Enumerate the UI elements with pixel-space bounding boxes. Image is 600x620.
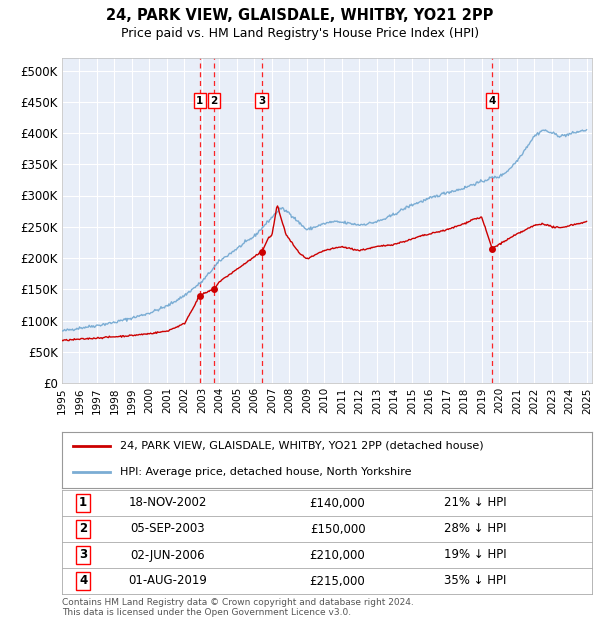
Text: 1: 1: [196, 95, 203, 105]
Text: £215,000: £215,000: [310, 575, 365, 588]
Text: 02-JUN-2006: 02-JUN-2006: [131, 549, 205, 562]
Text: Price paid vs. HM Land Registry's House Price Index (HPI): Price paid vs. HM Land Registry's House …: [121, 27, 479, 40]
Text: 4: 4: [79, 575, 88, 588]
Text: 05-SEP-2003: 05-SEP-2003: [131, 523, 205, 536]
Text: 24, PARK VIEW, GLAISDALE, WHITBY, YO21 2PP: 24, PARK VIEW, GLAISDALE, WHITBY, YO21 2…: [106, 8, 494, 23]
Text: 18-NOV-2002: 18-NOV-2002: [129, 497, 207, 510]
Text: 01-AUG-2019: 01-AUG-2019: [128, 575, 208, 588]
Text: 2: 2: [210, 95, 217, 105]
Text: 21% ↓ HPI: 21% ↓ HPI: [444, 497, 507, 510]
Text: 35% ↓ HPI: 35% ↓ HPI: [444, 575, 506, 588]
Text: 3: 3: [79, 549, 87, 562]
Text: HPI: Average price, detached house, North Yorkshire: HPI: Average price, detached house, Nort…: [120, 467, 412, 477]
Text: £210,000: £210,000: [310, 549, 365, 562]
Text: 4: 4: [488, 95, 496, 105]
Text: £140,000: £140,000: [310, 497, 365, 510]
Text: Contains HM Land Registry data © Crown copyright and database right 2024.
This d: Contains HM Land Registry data © Crown c…: [62, 598, 414, 618]
Text: 3: 3: [258, 95, 265, 105]
Text: 28% ↓ HPI: 28% ↓ HPI: [444, 523, 506, 536]
Text: 2: 2: [79, 523, 87, 536]
Text: 1: 1: [79, 497, 87, 510]
Text: 24, PARK VIEW, GLAISDALE, WHITBY, YO21 2PP (detached house): 24, PARK VIEW, GLAISDALE, WHITBY, YO21 2…: [120, 441, 484, 451]
Text: 19% ↓ HPI: 19% ↓ HPI: [444, 549, 507, 562]
Text: £150,000: £150,000: [310, 523, 365, 536]
